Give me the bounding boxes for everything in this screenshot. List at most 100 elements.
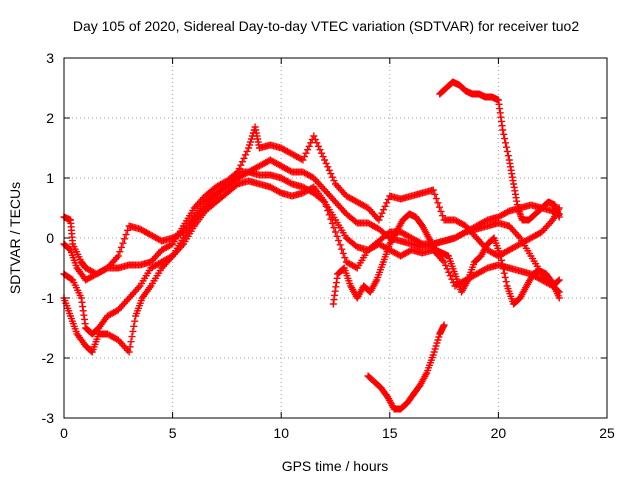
data-point bbox=[380, 206, 388, 214]
data-point bbox=[333, 232, 341, 240]
series-track-6 bbox=[364, 321, 448, 413]
data-point bbox=[276, 188, 284, 196]
data-point bbox=[482, 265, 490, 273]
data-point bbox=[325, 166, 333, 174]
data-point bbox=[304, 146, 312, 154]
data-point bbox=[324, 163, 332, 171]
data-point bbox=[437, 207, 445, 215]
data-point bbox=[305, 142, 313, 150]
y-tick-label: 3 bbox=[46, 50, 54, 66]
data-point bbox=[498, 261, 506, 269]
data-point bbox=[240, 154, 248, 162]
y-axis-label: SDTVAR / TECUs bbox=[7, 182, 23, 294]
data-point bbox=[338, 245, 346, 253]
data-point bbox=[332, 228, 339, 236]
data-point bbox=[322, 159, 330, 167]
data-point bbox=[321, 156, 329, 164]
data-point bbox=[287, 167, 295, 175]
data-point bbox=[499, 126, 507, 134]
data-point bbox=[502, 143, 510, 151]
data-point bbox=[439, 212, 447, 220]
data-point bbox=[503, 147, 511, 155]
data-point bbox=[237, 161, 245, 169]
data-point bbox=[341, 254, 349, 262]
data-point bbox=[555, 213, 563, 221]
data-point bbox=[308, 184, 316, 192]
data-point bbox=[234, 168, 242, 176]
data-point bbox=[122, 231, 130, 239]
data-point bbox=[429, 186, 437, 194]
data-point bbox=[322, 202, 330, 210]
data-point bbox=[432, 195, 440, 203]
data-point bbox=[499, 265, 507, 273]
data-point bbox=[114, 252, 122, 260]
data-point bbox=[128, 333, 136, 341]
data-point bbox=[299, 156, 307, 164]
data-point bbox=[330, 224, 338, 232]
data-point bbox=[324, 207, 332, 215]
series-track-5 bbox=[329, 210, 563, 308]
data-point bbox=[325, 211, 333, 219]
data-point bbox=[502, 139, 510, 147]
data-point bbox=[446, 272, 454, 280]
data-point bbox=[555, 294, 563, 302]
data-point bbox=[434, 199, 442, 207]
data-point bbox=[310, 132, 318, 140]
data-point bbox=[500, 130, 508, 138]
data-point bbox=[243, 147, 251, 155]
data-point bbox=[125, 348, 133, 356]
data-point bbox=[328, 173, 336, 181]
x-axis-label: GPS time / hours bbox=[282, 458, 389, 474]
data-point bbox=[440, 258, 448, 266]
data-point bbox=[383, 199, 391, 207]
data-point bbox=[460, 229, 468, 237]
data-point bbox=[431, 190, 439, 198]
series-track-4 bbox=[60, 177, 563, 356]
data-point bbox=[381, 202, 389, 210]
data-point bbox=[311, 135, 319, 143]
x-tick-label: 25 bbox=[599, 425, 615, 441]
data-point bbox=[238, 158, 246, 166]
data-point bbox=[330, 177, 338, 185]
data-point bbox=[131, 317, 139, 325]
x-tick-label: 0 bbox=[60, 425, 68, 441]
data-point bbox=[307, 139, 315, 147]
data-point bbox=[116, 248, 124, 256]
data-point bbox=[443, 265, 451, 273]
data-point bbox=[328, 219, 336, 227]
data-point bbox=[321, 198, 329, 206]
data-point bbox=[287, 179, 295, 187]
data-point bbox=[442, 261, 450, 269]
y-tick-label: -3 bbox=[42, 410, 55, 426]
data-point bbox=[498, 256, 506, 264]
data-point bbox=[336, 241, 344, 249]
data-point bbox=[378, 209, 386, 217]
data-point bbox=[339, 249, 347, 257]
data-point bbox=[319, 153, 327, 161]
data-point bbox=[129, 327, 137, 335]
data-point bbox=[554, 277, 562, 285]
data-point bbox=[127, 338, 135, 346]
data-point bbox=[242, 151, 250, 159]
data-point bbox=[501, 135, 509, 143]
data-point bbox=[119, 239, 127, 247]
data-point bbox=[504, 152, 512, 160]
x-tick-label: 15 bbox=[382, 425, 398, 441]
data-points bbox=[60, 78, 563, 413]
data-point bbox=[445, 268, 453, 276]
series-track-7 bbox=[436, 78, 563, 224]
data-point bbox=[352, 218, 360, 226]
series-track-3 bbox=[60, 123, 563, 338]
y-tick-label: -2 bbox=[42, 350, 55, 366]
data-point bbox=[502, 278, 510, 286]
data-point bbox=[440, 321, 448, 329]
data-point bbox=[302, 149, 310, 157]
data-point bbox=[130, 322, 138, 330]
data-point bbox=[318, 149, 326, 157]
y-tick-label: 1 bbox=[46, 170, 54, 186]
y-tick-label: 2 bbox=[46, 110, 54, 126]
data-point bbox=[316, 146, 324, 154]
data-point bbox=[376, 213, 384, 221]
data-point bbox=[435, 203, 443, 211]
